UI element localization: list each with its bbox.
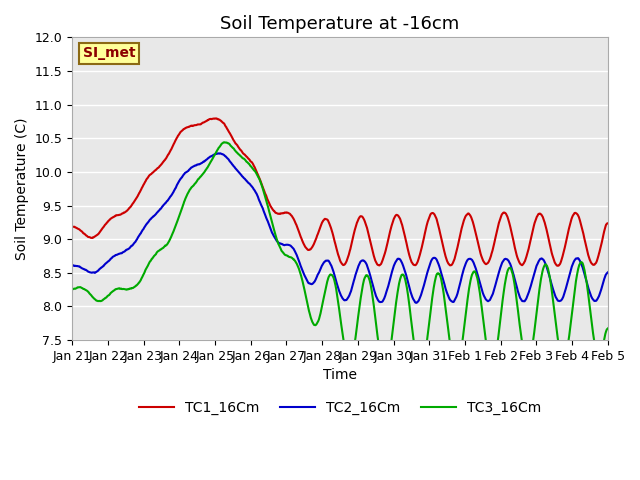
TC3_16Cm xyxy=(416,368,424,373)
TC2_16Cm xyxy=(216,150,224,156)
Line: TC2_16Cm: TC2_16Cm xyxy=(72,153,608,303)
TC2_16Cm xyxy=(68,263,76,268)
TC3_16Cm xyxy=(188,185,195,191)
X-axis label: Time: Time xyxy=(323,368,357,383)
TC2_16Cm xyxy=(424,268,431,274)
TC1_16Cm xyxy=(175,132,182,138)
TC2_16Cm xyxy=(494,274,502,279)
TC2_16Cm xyxy=(541,260,549,265)
Line: TC1_16Cm: TC1_16Cm xyxy=(72,119,608,266)
Line: TC3_16Cm: TC3_16Cm xyxy=(72,142,608,371)
TC3_16Cm xyxy=(221,139,228,145)
TC2_16Cm xyxy=(604,269,612,275)
TC1_16Cm xyxy=(188,123,195,129)
TC2_16Cm xyxy=(248,183,255,189)
Title: Soil Temperature at -16cm: Soil Temperature at -16cm xyxy=(220,15,460,33)
TC2_16Cm xyxy=(413,300,420,306)
Y-axis label: Soil Temperature (C): Soil Temperature (C) xyxy=(15,118,29,260)
TC1_16Cm xyxy=(212,116,220,121)
TC1_16Cm xyxy=(493,227,501,232)
TC3_16Cm xyxy=(494,338,502,344)
TC1_16Cm xyxy=(554,263,561,269)
Text: SI_met: SI_met xyxy=(83,47,136,60)
TC3_16Cm xyxy=(175,216,182,222)
TC3_16Cm xyxy=(604,325,612,331)
TC1_16Cm xyxy=(248,159,255,165)
Legend: TC1_16Cm, TC2_16Cm, TC3_16Cm: TC1_16Cm, TC2_16Cm, TC3_16Cm xyxy=(134,396,547,420)
TC3_16Cm xyxy=(68,287,76,292)
TC1_16Cm xyxy=(424,220,431,226)
TC1_16Cm xyxy=(541,219,548,225)
TC2_16Cm xyxy=(175,180,182,185)
TC3_16Cm xyxy=(424,332,431,338)
TC1_16Cm xyxy=(68,224,76,229)
TC3_16Cm xyxy=(248,164,255,170)
TC2_16Cm xyxy=(188,165,195,170)
TC1_16Cm xyxy=(604,220,612,226)
TC3_16Cm xyxy=(541,262,549,268)
